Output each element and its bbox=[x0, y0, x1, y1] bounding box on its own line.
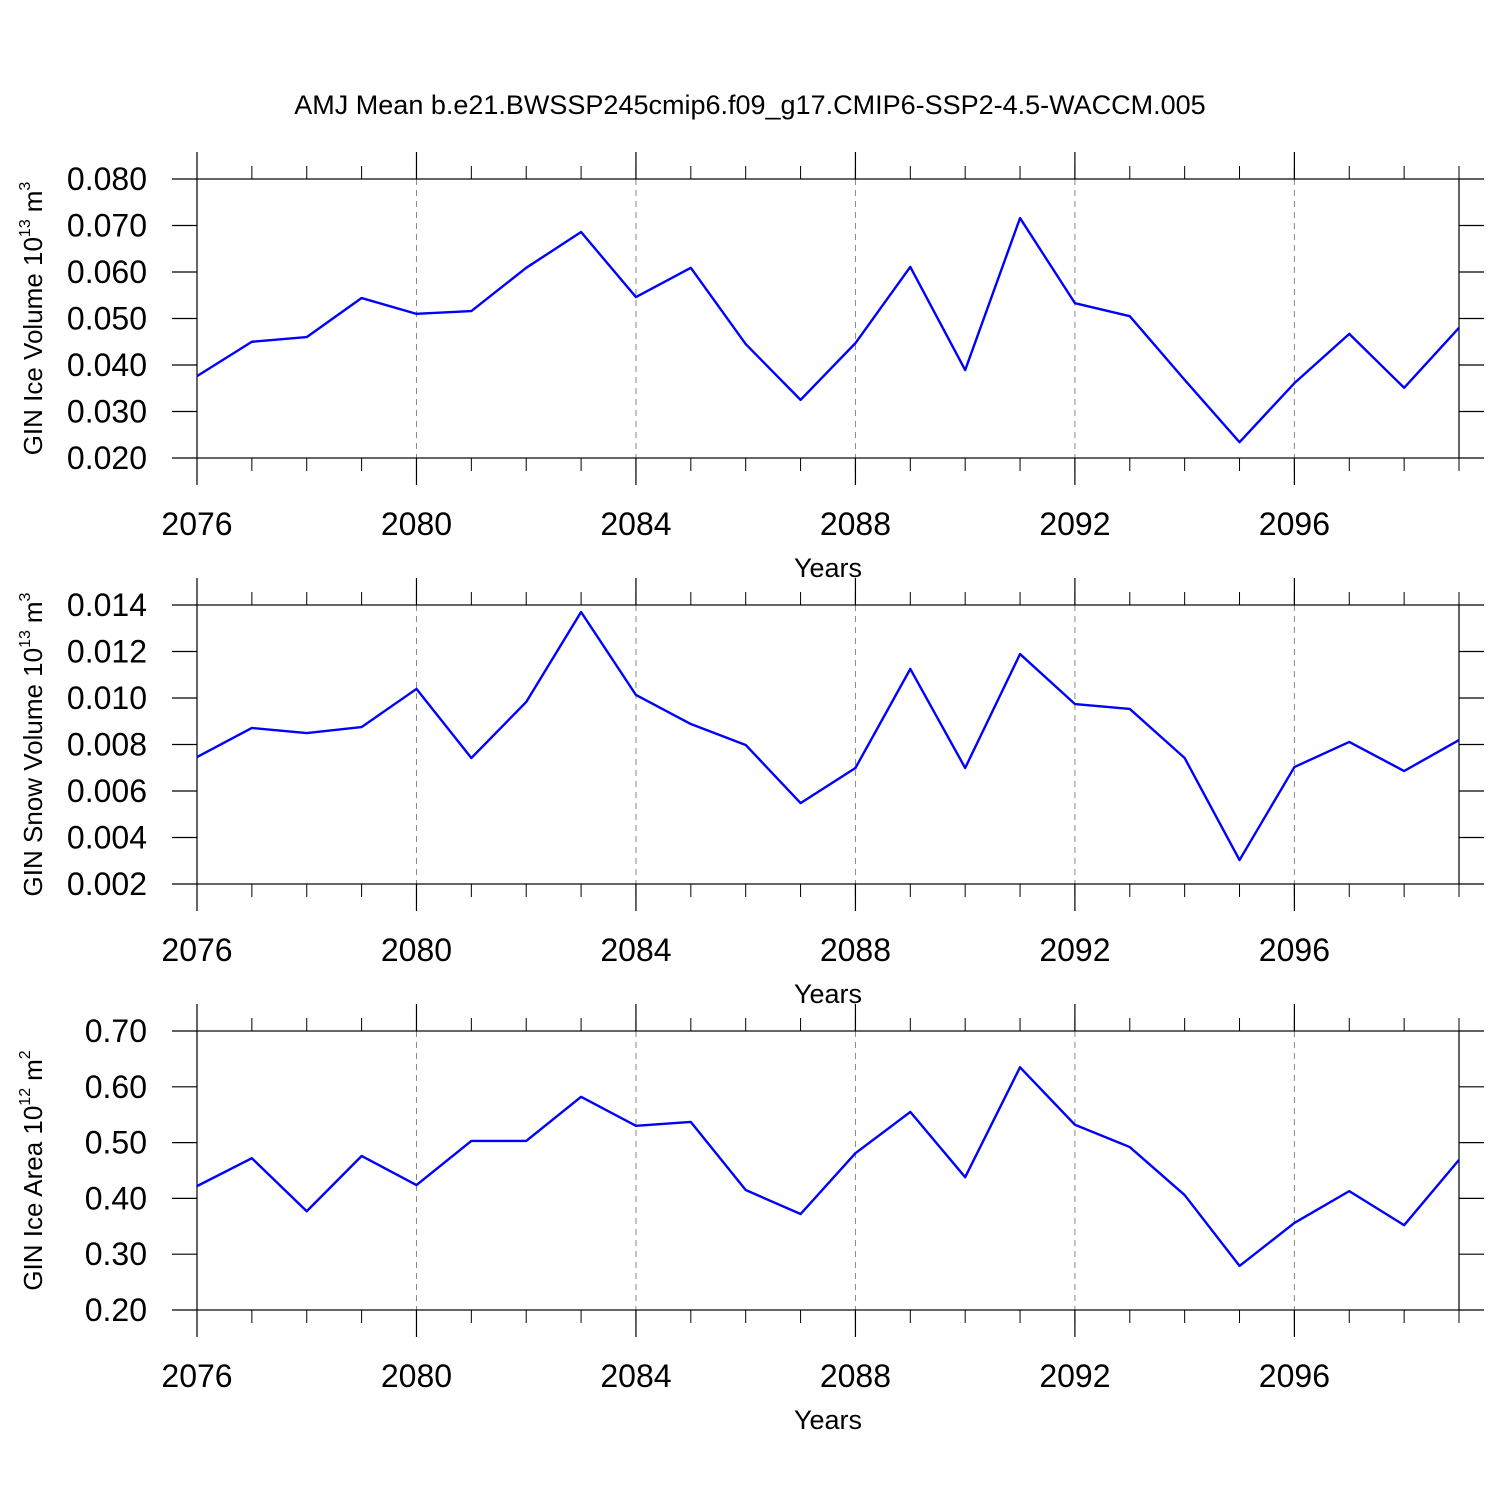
x-tick-label: 2096 bbox=[1259, 932, 1330, 968]
y-tick-label: 0.014 bbox=[67, 587, 147, 623]
x-axis-label: Years bbox=[794, 979, 862, 1009]
y-tick-label: 0.60 bbox=[85, 1069, 147, 1105]
y-axis-label-text: GIN Ice Area 10 bbox=[18, 1106, 48, 1291]
y-tick-label: 0.008 bbox=[67, 727, 147, 763]
x-tick-label: 2096 bbox=[1259, 506, 1330, 542]
data-line bbox=[196, 216, 1460, 444]
plot-frame bbox=[196, 604, 1460, 885]
plot-frame bbox=[196, 178, 1460, 459]
x-tick-label: 2088 bbox=[820, 932, 891, 968]
x-tick-label: 2092 bbox=[1039, 932, 1110, 968]
y-tick-label: 0.70 bbox=[85, 1013, 147, 1049]
y-axis-label: GIN Snow Volume 1013 m3 bbox=[17, 592, 48, 896]
y-axis-label-unit: m bbox=[18, 191, 48, 213]
x-axis-label: Years bbox=[794, 553, 862, 583]
plot-frame bbox=[196, 1030, 1460, 1311]
y-tick-label: 0.060 bbox=[67, 254, 147, 290]
chart-title: AMJ Mean b.e21.BWSSP245cmip6.f09_g17.CMI… bbox=[294, 90, 1205, 120]
data-line bbox=[196, 610, 1460, 862]
y-tick-label: 0.50 bbox=[85, 1125, 147, 1161]
x-tick-label: 2080 bbox=[381, 1358, 452, 1394]
y-axis-label: GIN Ice Volume 1013 m3 bbox=[17, 182, 48, 456]
y-axis-label-text: GIN Ice Volume 10 bbox=[18, 237, 48, 455]
y-tick-label: 0.002 bbox=[67, 866, 147, 902]
y-tick-label: 0.004 bbox=[67, 820, 147, 856]
y-tick-label: 0.080 bbox=[67, 161, 147, 197]
x-tick-label: 2092 bbox=[1039, 1358, 1110, 1394]
y-tick-label: 0.30 bbox=[85, 1236, 147, 1272]
x-tick-label: 2088 bbox=[820, 1358, 891, 1394]
y-tick-label: 0.030 bbox=[67, 394, 147, 430]
x-tick-label: 2080 bbox=[381, 932, 452, 968]
data-line bbox=[196, 1066, 1460, 1268]
x-tick-label: 2076 bbox=[161, 506, 232, 542]
y-tick-label: 0.012 bbox=[67, 634, 147, 670]
y-axis-label-unit-exp: 2 bbox=[17, 1050, 34, 1059]
x-axis-label: Years bbox=[794, 1405, 862, 1435]
y-tick-label: 0.010 bbox=[67, 680, 147, 716]
y-tick-label: 0.40 bbox=[85, 1180, 147, 1216]
x-tick-label: 2084 bbox=[600, 932, 671, 968]
y-axis-label-unit-exp: 3 bbox=[17, 182, 34, 191]
y-axis-label-unit-exp: 3 bbox=[17, 592, 34, 601]
y-tick-label: 0.050 bbox=[67, 301, 147, 337]
y-tick-label: 0.040 bbox=[67, 347, 147, 383]
y-axis-label-text: GIN Snow Volume 10 bbox=[18, 648, 48, 897]
y-axis-label-exp: 13 bbox=[17, 219, 34, 237]
x-tick-label: 2076 bbox=[161, 932, 232, 968]
y-axis-label-unit: m bbox=[18, 1059, 48, 1081]
y-axis-label: GIN Ice Area 1012 m2 bbox=[17, 1050, 48, 1290]
x-tick-label: 2084 bbox=[600, 506, 671, 542]
y-axis-label-unit: m bbox=[18, 601, 48, 623]
x-tick-label: 2088 bbox=[820, 506, 891, 542]
x-tick-label: 2076 bbox=[161, 1358, 232, 1394]
x-tick-label: 2080 bbox=[381, 506, 452, 542]
y-tick-label: 0.020 bbox=[67, 440, 147, 476]
y-axis-label-exp: 12 bbox=[17, 1088, 34, 1106]
x-tick-label: 2092 bbox=[1039, 506, 1110, 542]
y-tick-label: 0.006 bbox=[67, 773, 147, 809]
y-tick-label: 0.070 bbox=[67, 208, 147, 244]
y-tick-label: 0.20 bbox=[85, 1292, 147, 1328]
y-axis-label-exp: 13 bbox=[17, 630, 34, 648]
x-tick-label: 2084 bbox=[600, 1358, 671, 1394]
x-tick-label: 2096 bbox=[1259, 1358, 1330, 1394]
